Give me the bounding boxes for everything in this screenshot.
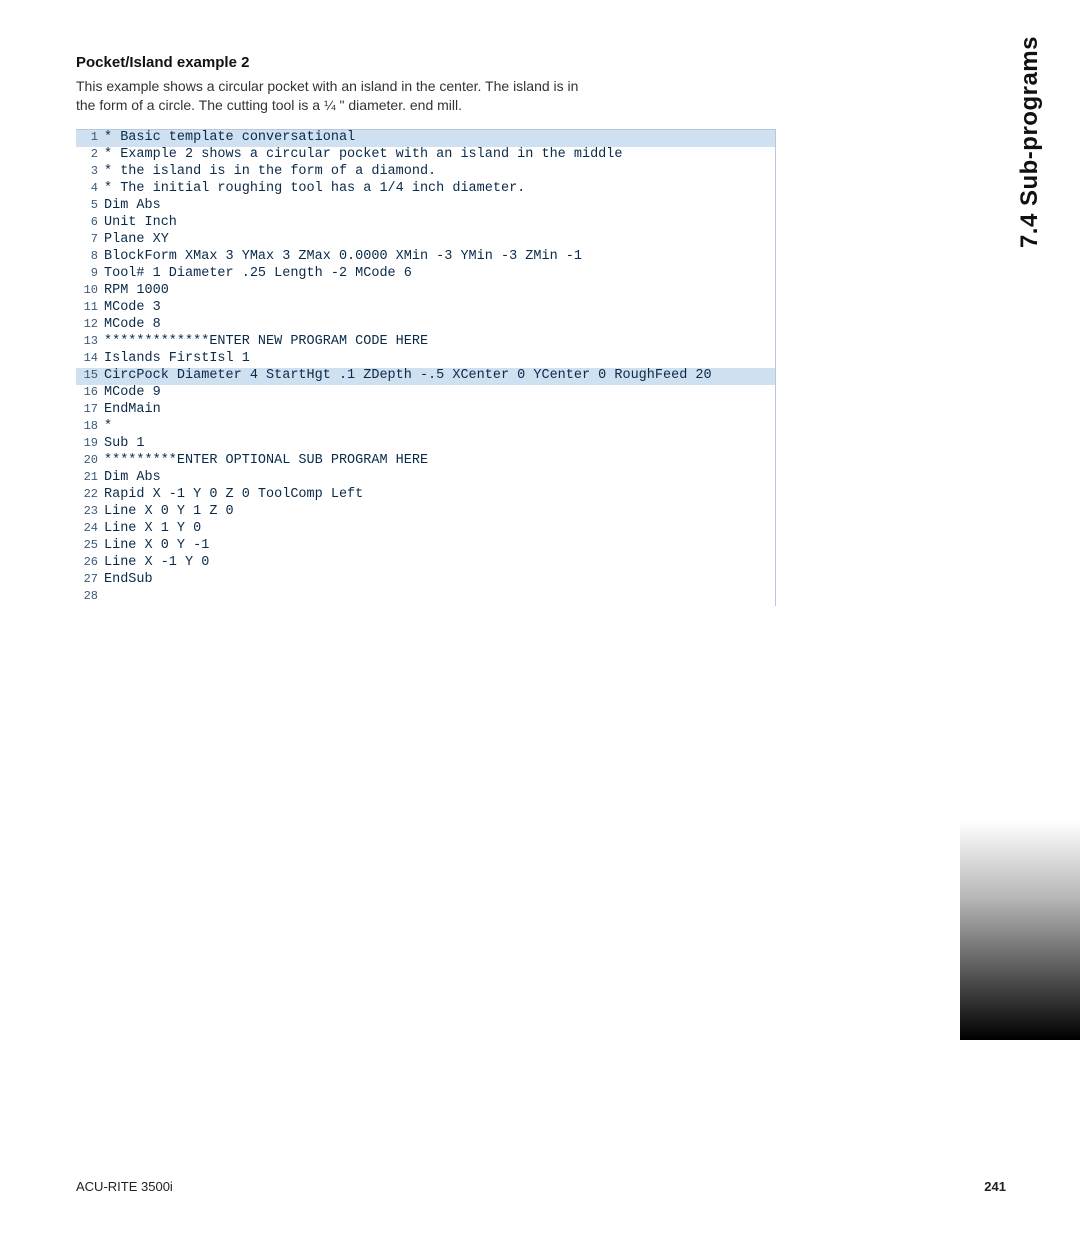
- line-number: 19: [76, 436, 104, 450]
- code-row: 10RPM 1000: [76, 283, 775, 300]
- code-text: Rapid X -1 Y 0 Z 0 ToolComp Left: [104, 487, 363, 502]
- code-row: 21Dim Abs: [76, 470, 775, 487]
- code-text: Tool# 1 Diameter .25 Length -2 MCode 6: [104, 266, 412, 281]
- code-row: 24Line X 1 Y 0: [76, 521, 775, 538]
- line-number: 3: [76, 164, 104, 178]
- line-number: 9: [76, 266, 104, 280]
- code-row: 14Islands FirstIsl 1: [76, 351, 775, 368]
- side-gradient-bar: [960, 820, 1080, 1040]
- code-row: 5Dim Abs: [76, 198, 775, 215]
- code-text: Dim Abs: [104, 198, 161, 213]
- line-number: 14: [76, 351, 104, 365]
- line-number: 20: [76, 453, 104, 467]
- line-number: 8: [76, 249, 104, 263]
- line-number: 16: [76, 385, 104, 399]
- code-text: MCode 8: [104, 317, 161, 332]
- code-text: CircPock Diameter 4 StartHgt .1 ZDepth -…: [104, 368, 712, 383]
- code-text: *********ENTER OPTIONAL SUB PROGRAM HERE: [104, 453, 428, 468]
- code-row: 1* Basic template conversational: [76, 130, 775, 147]
- code-text: *: [104, 419, 112, 434]
- code-text: EndSub: [104, 572, 153, 587]
- main-content: Pocket/Island example 2 This example sho…: [76, 54, 776, 606]
- line-number: 18: [76, 419, 104, 433]
- line-number: 25: [76, 538, 104, 552]
- code-row: 22Rapid X -1 Y 0 Z 0 ToolComp Left: [76, 487, 775, 504]
- code-row: 7Plane XY: [76, 232, 775, 249]
- line-number: 11: [76, 300, 104, 314]
- code-text: *************ENTER NEW PROGRAM CODE HERE: [104, 334, 428, 349]
- code-text: * the island is in the form of a diamond…: [104, 164, 436, 179]
- code-text: * Basic template conversational: [104, 130, 355, 145]
- page: 7.4 Sub-programs Pocket/Island example 2…: [0, 0, 1080, 1234]
- code-text: MCode 3: [104, 300, 161, 315]
- code-row: 19Sub 1: [76, 436, 775, 453]
- line-number: 2: [76, 147, 104, 161]
- code-text: Dim Abs: [104, 470, 161, 485]
- code-row: 20*********ENTER OPTIONAL SUB PROGRAM HE…: [76, 453, 775, 470]
- code-row: 16MCode 9: [76, 385, 775, 402]
- code-row: 23Line X 0 Y 1 Z 0: [76, 504, 775, 521]
- code-text: Line X 0 Y -1: [104, 538, 209, 553]
- code-text: Unit Inch: [104, 215, 177, 230]
- code-row: 26Line X -1 Y 0: [76, 555, 775, 572]
- code-row: 2* Example 2 shows a circular pocket wit…: [76, 147, 775, 164]
- line-number: 15: [76, 368, 104, 382]
- code-text: * Example 2 shows a circular pocket with…: [104, 147, 622, 162]
- line-number: 24: [76, 521, 104, 535]
- line-number: 7: [76, 232, 104, 246]
- line-number: 27: [76, 572, 104, 586]
- footer-page-number: 241: [984, 1179, 1006, 1194]
- code-row: 28: [76, 589, 775, 606]
- body-paragraph: This example shows a circular pocket wit…: [76, 77, 596, 115]
- code-text: EndMain: [104, 402, 161, 417]
- code-row: 15CircPock Diameter 4 StartHgt .1 ZDepth…: [76, 368, 775, 385]
- footer-product: ACU-RITE 3500i: [76, 1179, 173, 1194]
- line-number: 5: [76, 198, 104, 212]
- code-row: 9Tool# 1 Diameter .25 Length -2 MCode 6: [76, 266, 775, 283]
- code-text: MCode 9: [104, 385, 161, 400]
- line-number: 22: [76, 487, 104, 501]
- code-text: BlockForm XMax 3 YMax 3 ZMax 0.0000 XMin…: [104, 249, 582, 264]
- line-number: 26: [76, 555, 104, 569]
- code-row: 3* the island is in the form of a diamon…: [76, 164, 775, 181]
- code-text: Plane XY: [104, 232, 169, 247]
- code-listing: 1* Basic template conversational2* Examp…: [76, 129, 776, 606]
- section-title: Pocket/Island example 2: [76, 54, 776, 71]
- line-number: 1: [76, 130, 104, 144]
- code-text: Islands FirstIsl 1: [104, 351, 250, 366]
- code-row: 13*************ENTER NEW PROGRAM CODE HE…: [76, 334, 775, 351]
- line-number: 13: [76, 334, 104, 348]
- code-row: 6Unit Inch: [76, 215, 775, 232]
- code-text: Sub 1: [104, 436, 145, 451]
- code-row: 25Line X 0 Y -1: [76, 538, 775, 555]
- line-number: 10: [76, 283, 104, 297]
- code-text: Line X 1 Y 0: [104, 521, 201, 536]
- code-row: 18*: [76, 419, 775, 436]
- section-side-label: 7.4 Sub-programs: [1016, 36, 1044, 248]
- footer: ACU-RITE 3500i 241: [76, 1179, 1006, 1194]
- code-row: 17EndMain: [76, 402, 775, 419]
- code-text: Line X 0 Y 1 Z 0: [104, 504, 234, 519]
- code-row: 8BlockForm XMax 3 YMax 3 ZMax 0.0000 XMi…: [76, 249, 775, 266]
- line-number: 23: [76, 504, 104, 518]
- line-number: 6: [76, 215, 104, 229]
- code-text: * The initial roughing tool has a 1/4 in…: [104, 181, 525, 196]
- code-row: 12MCode 8: [76, 317, 775, 334]
- code-row: 4* The initial roughing tool has a 1/4 i…: [76, 181, 775, 198]
- code-row: 11MCode 3: [76, 300, 775, 317]
- code-text: RPM 1000: [104, 283, 169, 298]
- code-text: Line X -1 Y 0: [104, 555, 209, 570]
- line-number: 21: [76, 470, 104, 484]
- line-number: 12: [76, 317, 104, 331]
- line-number: 28: [76, 589, 104, 603]
- code-row: 27EndSub: [76, 572, 775, 589]
- line-number: 4: [76, 181, 104, 195]
- line-number: 17: [76, 402, 104, 416]
